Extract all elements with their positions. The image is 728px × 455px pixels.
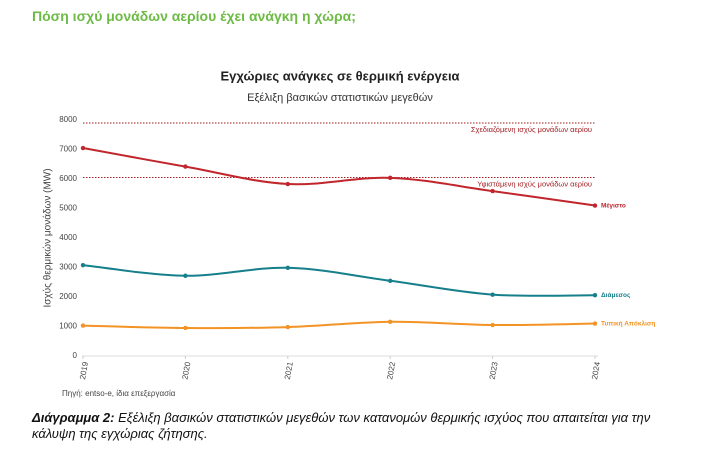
y-tick-label: 1000 — [59, 322, 77, 331]
caption-label: Διάγραμμα 2: — [32, 410, 115, 425]
data-point — [80, 323, 86, 328]
reference-label: Υφιστάμενη ισχύς μονάδων αερίου — [477, 180, 592, 189]
page-header: Πόση ισχύ μονάδων αερίου έχει ανάγκη η χ… — [32, 8, 356, 24]
x-tick-label: 2024 — [590, 361, 602, 381]
data-point — [592, 321, 598, 326]
series-label: Μέγιστο — [601, 202, 626, 209]
caption-text: Εξέλιξη βασικών στατιστικών μεγεθών των … — [32, 410, 651, 441]
data-point — [490, 188, 495, 194]
y-tick-label: 5000 — [59, 204, 77, 213]
y-tick-label: 4000 — [59, 233, 77, 242]
data-point — [285, 324, 290, 330]
series-line — [82, 264, 596, 297]
data-point — [80, 145, 86, 151]
data-point — [183, 273, 188, 278]
figure-caption: Διάγραμμα 2: Εξέλιξη βασικών στατιστικών… — [32, 410, 692, 442]
chart: Εγχώριες ανάγκες σε θερμική ενέργεια Εξέ… — [42, 68, 656, 398]
data-point — [388, 278, 393, 283]
x-tick-label: 2019 — [78, 361, 90, 381]
series-label: Τυπική Απόκλιση — [601, 319, 655, 327]
series-label: Διάμεσος — [601, 292, 631, 299]
x-tick-label: 2022 — [385, 361, 397, 381]
series-line — [82, 320, 596, 330]
data-point — [80, 262, 86, 268]
chart-title: Εγχώριες ανάγκες σε θερμική ενέργεια — [220, 68, 459, 83]
y-tick-label: 8000 — [59, 115, 77, 124]
y-tick-label: 6000 — [59, 174, 77, 183]
reference-label: Σχεδιαζόμενη ισχύς μονάδων αερίου — [471, 125, 592, 134]
series-line — [82, 147, 596, 207]
y-tick-label: 7000 — [59, 145, 77, 154]
y-tick-label: 0 — [73, 351, 78, 360]
data-point — [388, 319, 393, 324]
y-tick-label: 2000 — [59, 292, 77, 301]
chart-subtitle: Εξέλιξη βασικών στατιστικών μεγεθών — [247, 92, 433, 104]
data-point — [592, 293, 598, 298]
data-point — [490, 322, 495, 328]
data-point — [388, 175, 393, 181]
y-tick-label: 3000 — [59, 263, 77, 272]
data-point — [592, 203, 598, 208]
data-point — [490, 292, 495, 297]
y-axis-label: Ισχύς θερμικών μονάδων (MW) — [42, 168, 54, 307]
data-point — [285, 265, 290, 270]
source-note: Πηγή: entso-e, ίδια επεξεργασία — [62, 389, 176, 398]
x-tick-label: 2020 — [180, 361, 192, 381]
data-point — [285, 181, 290, 187]
data-point — [183, 164, 188, 169]
data-point — [183, 325, 188, 331]
x-tick-label: 2023 — [488, 361, 500, 381]
x-tick-label: 2021 — [283, 361, 295, 381]
